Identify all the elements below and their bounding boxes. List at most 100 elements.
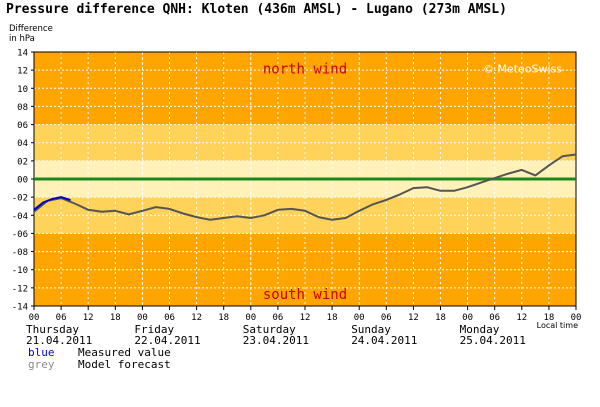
north-wind-label: north wind xyxy=(263,61,347,77)
y-tick-label: 08 xyxy=(17,103,28,113)
x-tick-label: 06 xyxy=(164,313,175,323)
day-date-label: 24.04.2011 xyxy=(351,334,417,347)
y-tick-label: 02 xyxy=(17,157,28,167)
data-point-forecast xyxy=(344,217,347,219)
data-point-forecast xyxy=(548,164,550,167)
x-tick-label: 00 xyxy=(571,313,582,323)
data-point-forecast xyxy=(399,193,401,196)
data-point-forecast xyxy=(236,215,239,217)
x-tick-label: 18 xyxy=(327,313,338,323)
y-tick-label: 00 xyxy=(17,176,28,186)
y-tick-label: -08 xyxy=(12,248,28,258)
data-point-forecast xyxy=(521,169,523,171)
data-point-forecast xyxy=(439,189,442,192)
legend-item-forecast: grey Model forecast xyxy=(28,359,171,371)
data-point-forecast xyxy=(182,212,184,215)
data-point-forecast xyxy=(317,216,320,218)
x-tick-label: 18 xyxy=(218,313,229,323)
data-point-forecast xyxy=(290,208,293,210)
x-tick-label: 00 xyxy=(245,313,256,323)
y-tick-label: -04 xyxy=(12,212,28,222)
x-tick-label: 18 xyxy=(543,313,554,323)
data-point-forecast xyxy=(168,208,171,210)
legend-item-measured: blue Measured value xyxy=(28,347,171,359)
legend-key-blue: blue xyxy=(28,346,55,359)
data-point-forecast xyxy=(73,202,76,205)
day-name-label: Saturday xyxy=(243,323,296,336)
x-tick-label: 00 xyxy=(354,313,365,323)
data-point-forecast xyxy=(209,219,211,221)
data-point-forecast xyxy=(277,209,279,211)
x-tick-label: 18 xyxy=(110,313,121,323)
y-tick-label: -02 xyxy=(12,194,28,204)
y-axis-label-line-1: Difference xyxy=(9,24,53,34)
data-point-measured xyxy=(69,199,71,201)
y-tick-label: -06 xyxy=(12,230,28,240)
data-point-forecast xyxy=(87,209,89,211)
day-name-label: Thursday xyxy=(26,323,79,336)
data-point-measured xyxy=(60,196,62,198)
x-tick-label: 18 xyxy=(435,313,446,323)
data-point-forecast xyxy=(33,210,35,213)
y-tick-label: -12 xyxy=(12,284,28,294)
x-tick-label: 06 xyxy=(56,313,67,323)
data-point-forecast xyxy=(385,199,388,201)
south-wind-label: south wind xyxy=(263,287,347,303)
day-name-label: Sunday xyxy=(351,323,391,336)
legend-key-grey: grey xyxy=(28,358,55,371)
day-name-label: Friday xyxy=(134,323,174,336)
legend-label-measured: Measured value xyxy=(78,346,171,359)
day-date-label: 21.04.2011 xyxy=(26,334,92,347)
y-tick-label: 10 xyxy=(17,85,28,95)
data-point-forecast xyxy=(114,209,117,212)
x-tick-label: 12 xyxy=(300,313,311,323)
data-point-forecast xyxy=(507,172,510,175)
chart-title: Pressure difference QNH: Kloten (436m AM… xyxy=(6,2,507,17)
data-point-forecast xyxy=(371,203,374,206)
data-point-forecast xyxy=(426,186,428,188)
legend-label-forecast: Model forecast xyxy=(78,358,171,371)
data-point-forecast xyxy=(561,155,564,158)
data-point-measured xyxy=(51,198,53,200)
data-point-forecast xyxy=(100,210,103,213)
day-date-label: 22.04.2011 xyxy=(134,334,200,347)
day-date-label: 25.04.2011 xyxy=(460,334,526,347)
y-axis-label: Difference in hPa xyxy=(9,24,53,44)
y-tick-label: 04 xyxy=(17,139,28,149)
data-point-forecast xyxy=(141,209,144,212)
data-point-forecast xyxy=(453,189,455,192)
x-tick-label: 12 xyxy=(516,313,527,323)
data-point-forecast xyxy=(358,209,361,212)
x-axis-title: Local time xyxy=(537,321,578,330)
data-point-forecast xyxy=(155,206,157,208)
x-tick-label: 06 xyxy=(381,313,392,323)
data-point-forecast xyxy=(222,217,225,219)
day-name-label: Monday xyxy=(460,323,500,336)
data-point-measured xyxy=(33,209,35,211)
data-point-forecast xyxy=(195,216,198,218)
data-point-forecast xyxy=(128,213,130,216)
x-tick-label: 12 xyxy=(191,313,202,323)
data-point-forecast xyxy=(575,153,577,156)
y-tick-label: -14 xyxy=(12,303,28,313)
x-tick-label: 00 xyxy=(462,313,473,323)
x-tick-label: 12 xyxy=(408,313,419,323)
copyright-label: © MeteoSwiss xyxy=(483,62,562,75)
data-point-forecast xyxy=(493,177,496,179)
y-tick-label: 06 xyxy=(17,121,28,131)
y-tick-label: -10 xyxy=(12,266,28,276)
y-axis-label-line-2: in hPa xyxy=(9,34,35,44)
data-point-forecast xyxy=(331,219,333,221)
x-tick-label: 00 xyxy=(137,313,148,323)
day-date-label: 23.04.2011 xyxy=(243,334,309,347)
x-tick-label: 00 xyxy=(29,313,40,323)
data-point-forecast xyxy=(466,186,469,188)
legend: blue Measured value grey Model forecast xyxy=(28,347,171,371)
x-tick-label: 06 xyxy=(272,313,283,323)
data-point-forecast xyxy=(480,181,482,184)
x-tick-label: 06 xyxy=(489,313,500,323)
y-tick-label: 12 xyxy=(17,67,28,77)
data-point-forecast xyxy=(534,174,537,177)
x-tick-label: 12 xyxy=(83,313,94,323)
